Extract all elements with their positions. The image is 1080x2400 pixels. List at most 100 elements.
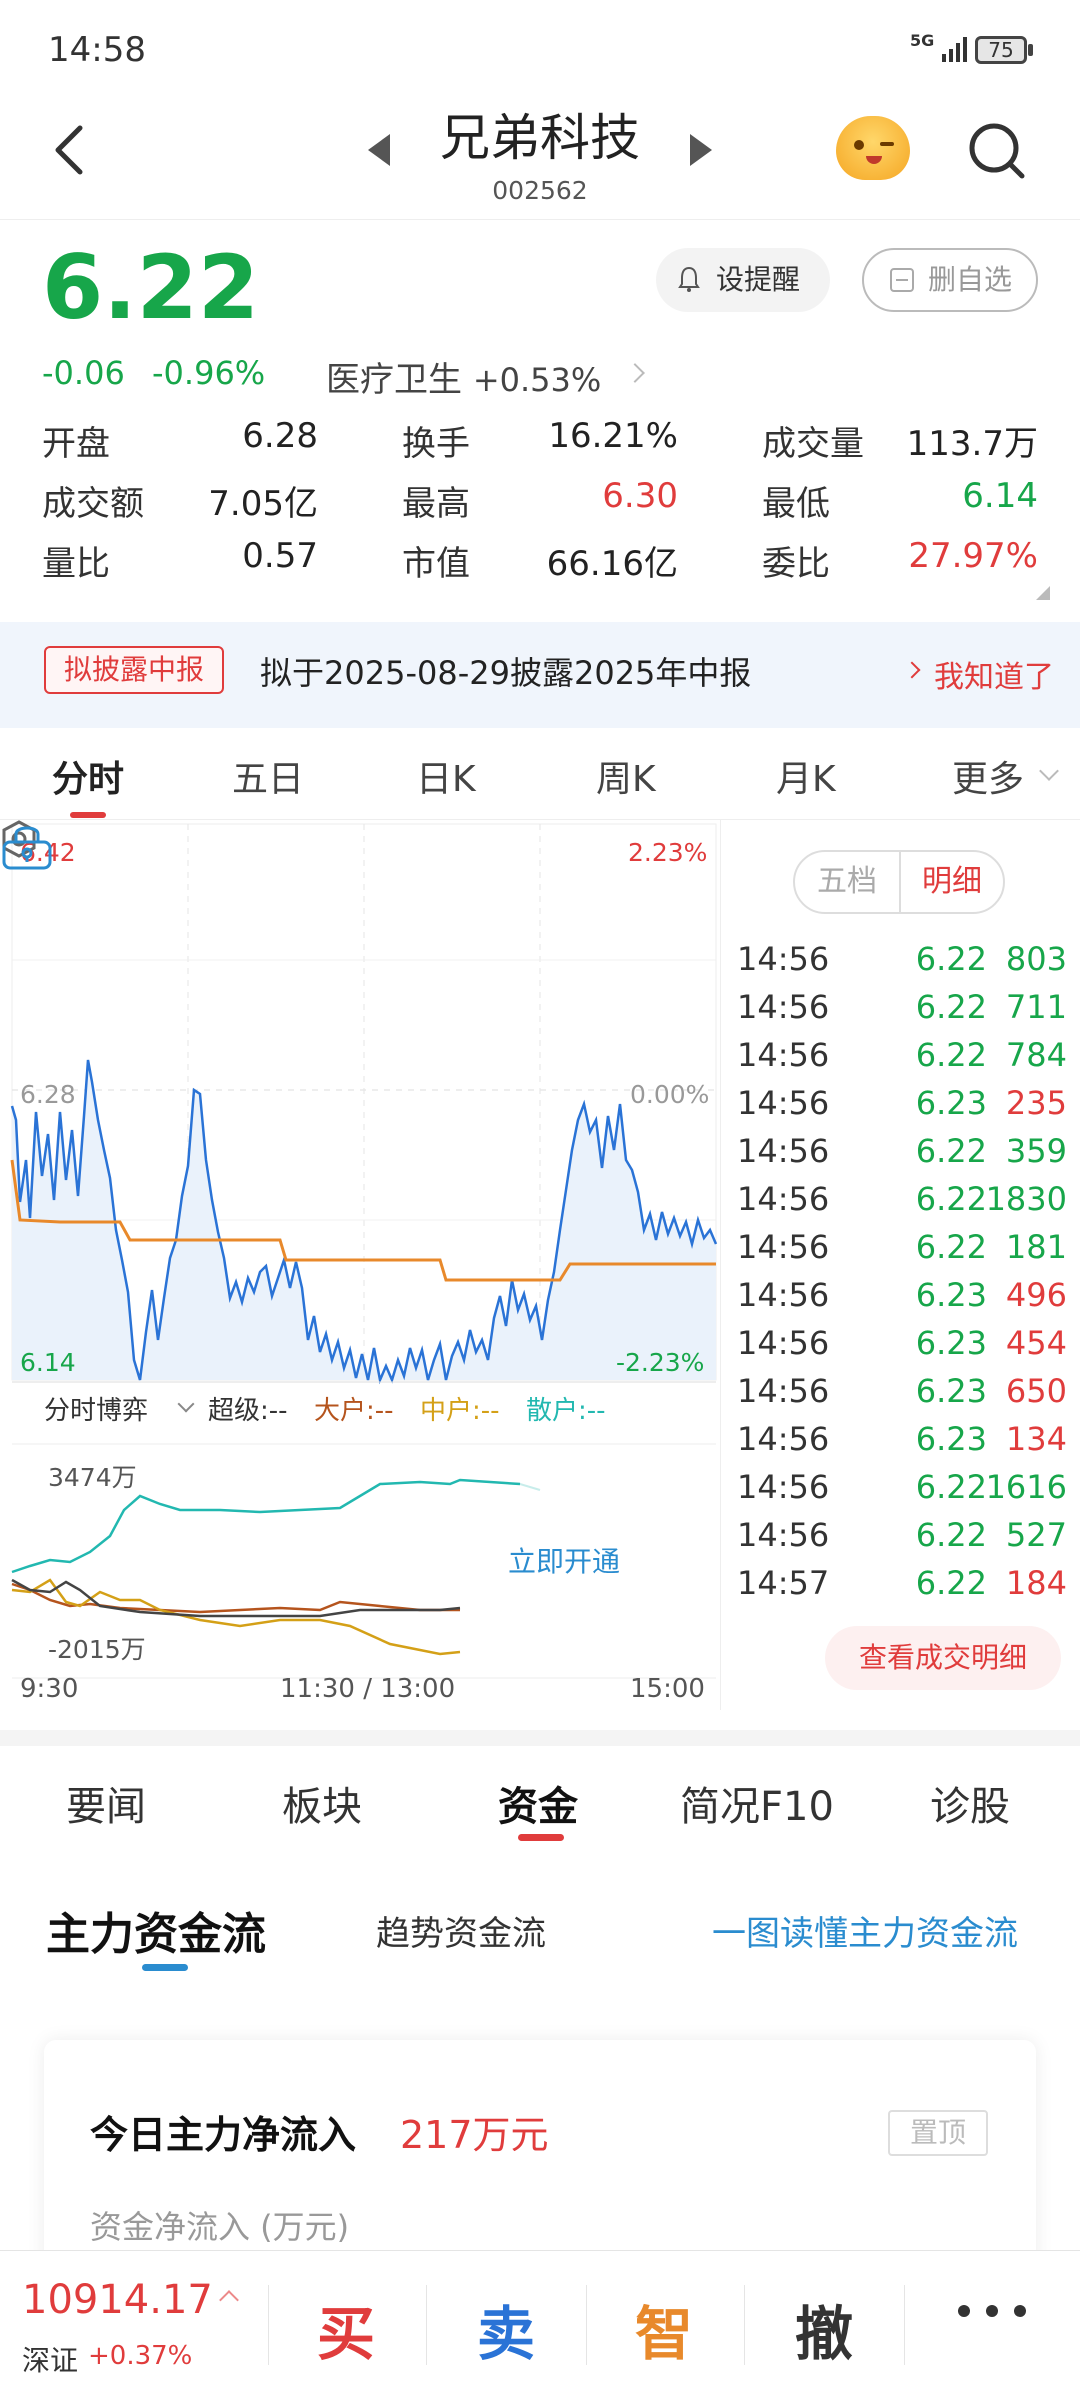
tab-sector[interactable]: 板块: [282, 1784, 362, 1830]
pin-top-button[interactable]: 置顶: [888, 2110, 988, 2156]
tab-more[interactable]: 更多: [952, 759, 1025, 800]
detail-segment: 五档 明细: [793, 850, 1005, 914]
pct-top-label: 2.23%: [628, 838, 708, 867]
stat-label: 开盘: [42, 424, 110, 464]
trade-time: 14:56: [737, 1084, 830, 1122]
trade-qty: 454: [1005, 1324, 1067, 1362]
tab-daily-k[interactable]: 日K: [416, 759, 476, 800]
expand-corner-icon[interactable]: [1036, 586, 1050, 600]
tab-news[interactable]: 要闻: [66, 1784, 146, 1830]
stat-label: 成交量: [762, 424, 864, 464]
retail-flow-fade: [459, 1479, 541, 1491]
time-end-label: 15:00: [630, 1674, 705, 1704]
trade-row: 14:56 6.23 134: [721, 1420, 1071, 1468]
price-line: [10, 1059, 718, 1385]
flow-selector[interactable]: 分时博弈: [44, 1396, 149, 1426]
lock-icon[interactable]: [0, 820, 54, 870]
trade-row: 14:56 6.22 359: [721, 1132, 1071, 1180]
sector-link[interactable]: 医疗卫生 +0.53%: [326, 352, 601, 401]
smart-button[interactable]: 智: [634, 2300, 693, 2368]
mascot-mouth: [866, 156, 882, 164]
mascot-icon[interactable]: [836, 116, 910, 180]
trade-time: 14:56: [737, 1228, 830, 1266]
trade-row: 14:56 6.23 235: [721, 1084, 1071, 1132]
trade-row: 14:56 6.23 454: [721, 1324, 1071, 1372]
trade-price: 6.23: [915, 1276, 987, 1314]
tab-f10[interactable]: 简况F10: [680, 1784, 834, 1830]
trade-row: 14:56 6.22 803: [721, 940, 1071, 988]
tab-weekly-k[interactable]: 周K: [596, 759, 656, 800]
trade-time: 14:56: [737, 1180, 830, 1218]
flow-guide-link[interactable]: 一图读懂主力资金流: [712, 1914, 1018, 1954]
trade-time: 14:56: [737, 1324, 830, 1362]
trade-row: 14:57 6.22 184: [721, 1564, 1071, 1612]
trade-price: 6.22: [915, 940, 987, 978]
remove-watchlist-button[interactable]: 删自选: [862, 248, 1038, 312]
trade-price: 6.23: [915, 1084, 987, 1122]
quote-panel: 6.22 设提醒 删自选 -0.06 -0.96% 医疗卫生 +0.53% 开盘…: [0, 220, 1080, 620]
net-inflow-subtitle: 资金净流入 (万元): [90, 2208, 350, 2246]
network-label: 5G: [910, 31, 935, 50]
index-value[interactable]: 10914.17: [22, 2277, 213, 2323]
trade-qty: 784: [1005, 1036, 1067, 1074]
divider: [904, 2285, 905, 2365]
divider: [426, 2285, 427, 2365]
price-change: -0.06: [42, 354, 125, 392]
price-mid-label: 6.28: [20, 1080, 76, 1109]
intraday-chart[interactable]: 6.42 6.28 6.14 2.23% 0.00% -2.23% 分时博弈 超…: [0, 820, 720, 1710]
trade-row: 14:56 6.22 527: [721, 1516, 1071, 1564]
trade-time: 14:56: [737, 1036, 830, 1074]
tab-intraday[interactable]: 分时: [52, 759, 125, 800]
trend-flow-tab[interactable]: 趋势资金流: [376, 1914, 546, 1954]
buy-button[interactable]: 买: [316, 2300, 375, 2368]
trade-time: 14:56: [737, 1372, 830, 1410]
legend-medium: 中户:--: [420, 1396, 500, 1426]
chart-svg: [10, 823, 718, 1679]
trade-price: 6.22: [915, 1036, 987, 1074]
tab-funds[interactable]: 资金: [498, 1784, 578, 1830]
trade-qty: 134: [1005, 1420, 1067, 1458]
battery-tip: [1028, 44, 1033, 56]
stat-label: 最低: [762, 484, 830, 524]
trade-qty: 803: [1005, 940, 1067, 978]
sell-button[interactable]: 卖: [476, 2300, 535, 2368]
unlock-button[interactable]: 立即开通: [508, 1545, 621, 1578]
trade-qty: 1830: [985, 1180, 1067, 1218]
trade-time: 14:56: [737, 940, 830, 978]
set-alert-button[interactable]: 设提醒: [656, 248, 830, 312]
dismiss-notice-link[interactable]: 我知道了: [934, 660, 1054, 695]
remove-watchlist-label: 删自选: [928, 263, 1013, 296]
view-trades-button[interactable]: 查看成交明细: [825, 1626, 1061, 1690]
price-bottom-label: 6.14: [20, 1348, 76, 1377]
tab-five-day[interactable]: 五日: [232, 759, 305, 800]
trade-row: 14:56 6.22 181: [721, 1228, 1071, 1276]
money-flow-section: 主力资金流 趋势资金流 一图读懂主力资金流 今日主力净流入 217万元 置顶 资…: [0, 1846, 1080, 2300]
next-stock-icon[interactable]: [690, 134, 712, 166]
stat-value: 27.97%: [908, 536, 1038, 576]
trade-qty: 1616: [985, 1468, 1067, 1506]
trade-qty: 184: [1005, 1564, 1067, 1602]
stat-value: 113.7万: [906, 424, 1038, 464]
cancel-order-button[interactable]: 撤: [794, 2300, 853, 2368]
tab-diagnosis[interactable]: 诊股: [930, 1784, 1010, 1830]
trade-price: 6.23: [915, 1372, 987, 1410]
status-time: 14:58: [48, 30, 146, 70]
stat-label: 最高: [402, 484, 470, 524]
back-arrow-icon[interactable]: [46, 120, 96, 180]
flow-bottom-label: -2015万: [48, 1635, 146, 1664]
tab-monthly-k[interactable]: 月K: [776, 759, 836, 800]
segment-five-level[interactable]: 五档: [817, 864, 877, 899]
main-flow-tab[interactable]: 主力资金流: [46, 1909, 266, 1960]
search-icon[interactable]: [966, 120, 1028, 182]
index-name: 深证: [22, 2344, 79, 2377]
segment-detail[interactable]: 明细: [899, 852, 1003, 912]
stock-code: 002562: [492, 176, 588, 205]
trade-qty: 359: [1005, 1132, 1067, 1170]
trade-time: 14:56: [737, 1420, 830, 1458]
average-line: [10, 1159, 716, 1282]
prev-stock-icon[interactable]: [368, 134, 390, 166]
time-mid-label: 11:30 / 13:00: [280, 1674, 456, 1704]
more-icon[interactable]: [958, 2305, 1028, 2319]
stat-label: 成交额: [42, 484, 144, 524]
set-alert-label: 设提醒: [716, 263, 801, 296]
